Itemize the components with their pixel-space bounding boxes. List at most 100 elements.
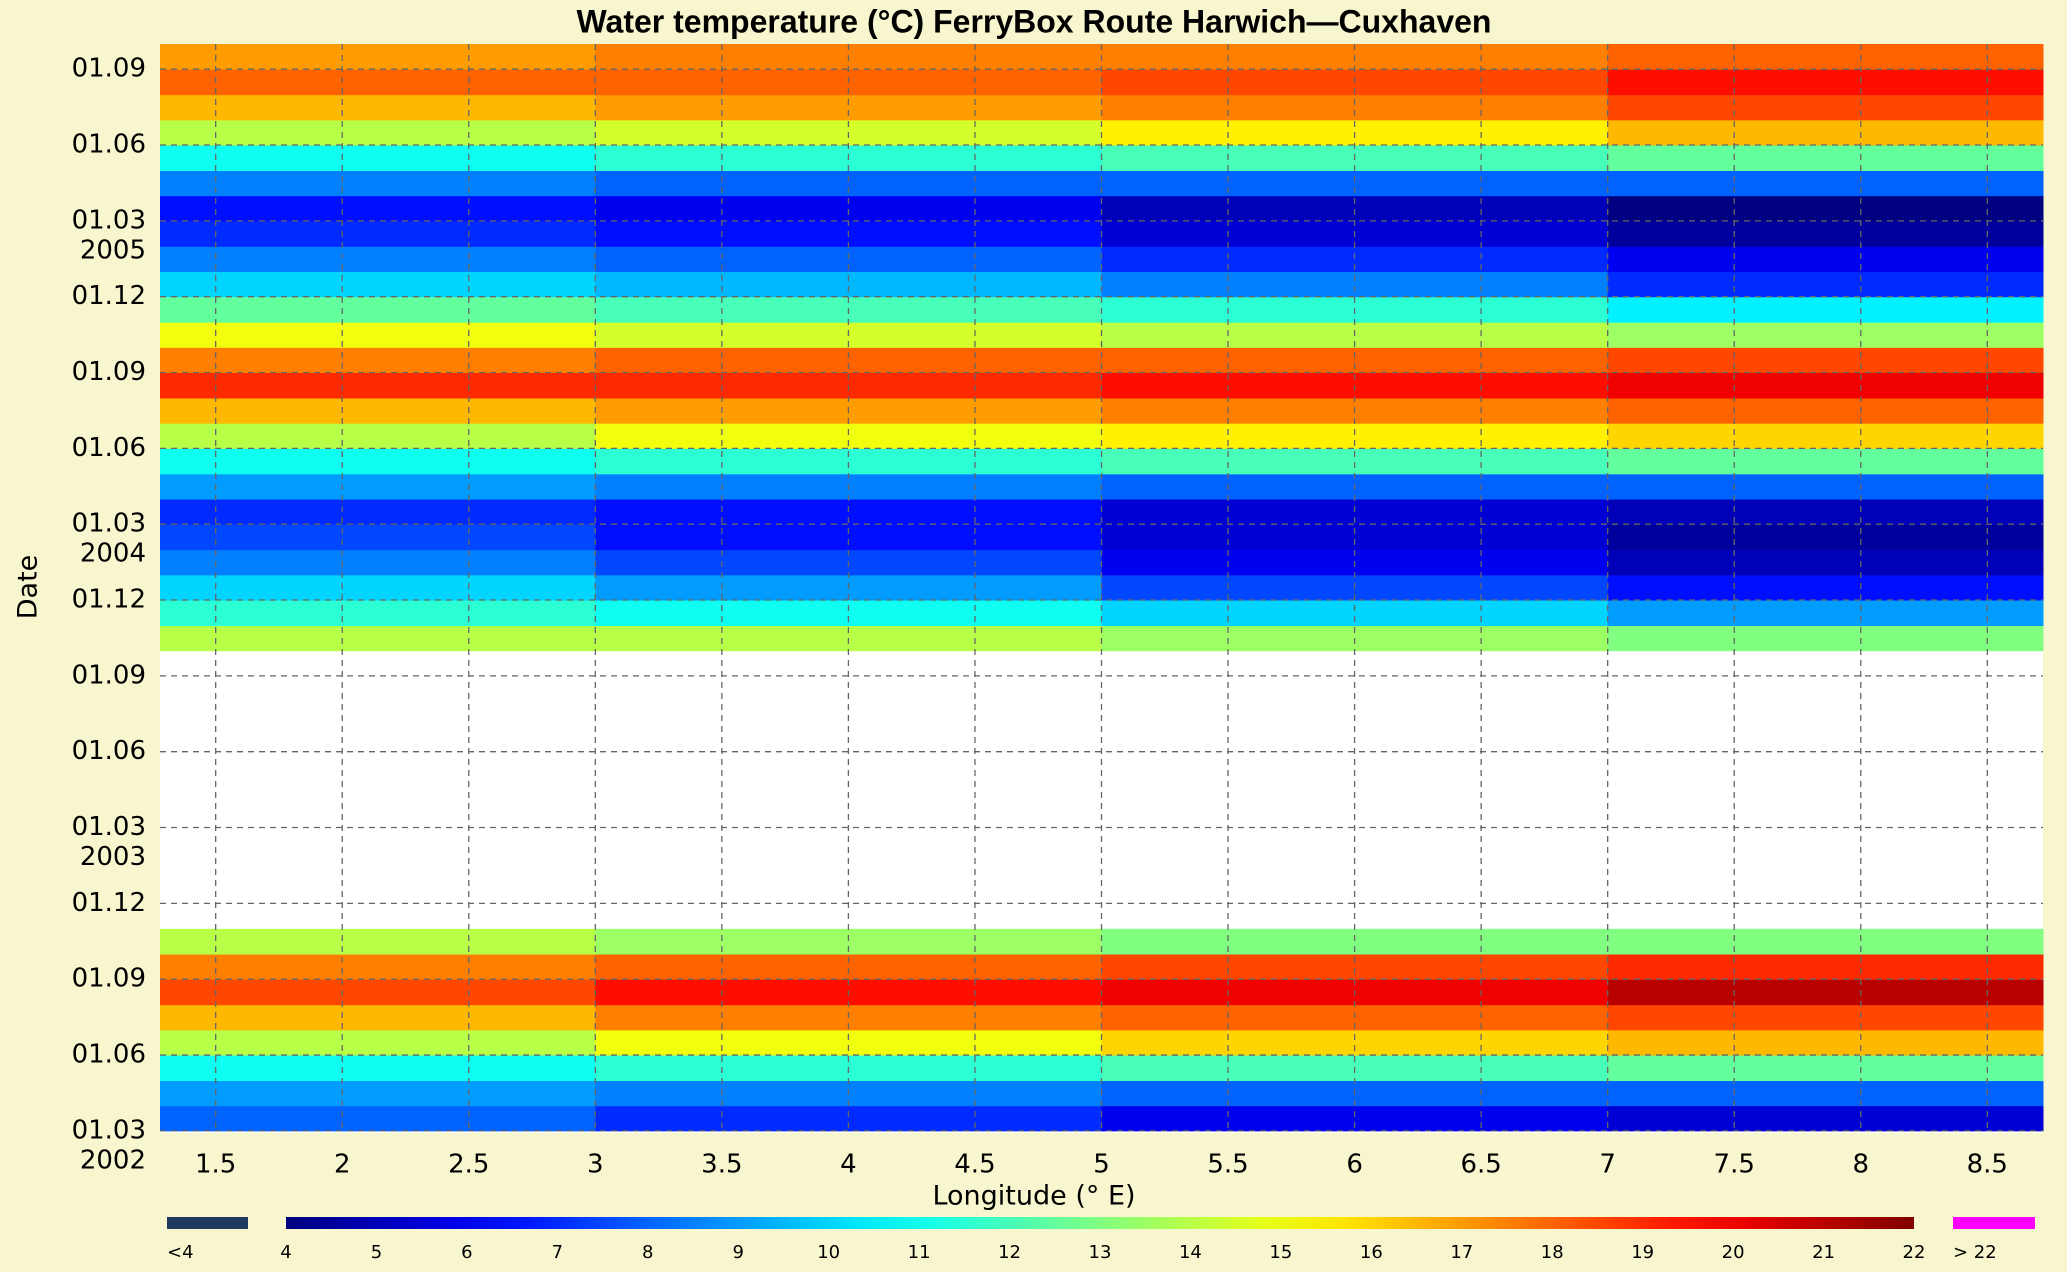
heat-cell [1607,600,2044,627]
colorbar-high [1953,1217,2035,1229]
heat-cell [1607,1105,2044,1132]
y-tick-label: 01.06 [72,1040,146,1070]
x-tick-label: 5.5 [1207,1150,1248,1180]
colorbar-tick-label: 14 [1179,1242,1202,1263]
heat-cell [1607,1029,2044,1056]
heat-cell [1607,928,2044,955]
heat-cell [160,347,596,374]
heat-cell [1101,1029,1609,1056]
colorbar-tick-label: 8 [642,1242,653,1263]
heat-cell [1607,347,2044,374]
y-tick-label: 01.12 [72,888,146,918]
heat-cell [1607,499,2044,525]
heat-cell [1101,347,1609,374]
x-tick-label: 4 [840,1150,857,1180]
x-tick-label: 8 [1853,1150,1870,1180]
colorbar-tick-label: 22 [1903,1242,1926,1263]
year-label: 2004 [80,539,146,569]
colorbar-tick-label: 5 [371,1242,382,1263]
year-label: 2002 [80,1145,146,1175]
heat-cell [160,625,596,652]
colorbar [286,1217,1914,1229]
colorbar-tick-label: 20 [1722,1242,1745,1263]
heat-cell [1607,145,2044,171]
colorbar-tick-label: 7 [552,1242,563,1263]
colorbar-tick-label: 16 [1360,1242,1383,1263]
heat-cell [1607,372,2044,399]
x-tick-label: 7 [1599,1150,1616,1180]
x-tick-label: 7.5 [1714,1150,1755,1180]
heat-cell [595,600,1102,627]
heat-cell [160,524,596,551]
heat-cell [595,347,1102,374]
heat-cell [160,1080,596,1107]
x-tick-label: 1.5 [195,1150,236,1180]
colorbar-tick-label: 19 [1631,1242,1654,1263]
heat-cell [160,954,596,980]
heat-cell [160,398,596,424]
y-tick-label: 01.09 [72,357,146,387]
year-label: 2005 [80,235,146,265]
x-tick-label: 5 [1093,1150,1110,1180]
y-tick-label: 01.06 [72,130,146,160]
colorbar-tick-label: 4 [280,1242,291,1263]
heat-cell [160,549,596,576]
heat-cell [160,1029,596,1056]
heat-cell [160,94,596,121]
colorbar-tick-label: 21 [1812,1242,1835,1263]
heat-cell [1607,398,2044,424]
heat-cell [1607,195,2044,222]
x-tick-label: 4.5 [954,1150,995,1180]
heat-cell [1607,246,2044,273]
heat-cell [1607,979,2044,1006]
y-tick-label: 01.12 [72,281,146,311]
heat-cell [1607,524,2044,551]
heat-cell [1607,119,2044,146]
colorbar-tick-label: 9 [732,1242,743,1263]
heat-cell [160,69,596,96]
y-tick-label: 01.03 [72,509,146,539]
heat-cell [1607,1055,2044,1082]
heat-cell [1607,1080,2044,1107]
heat-cell [1607,1004,2044,1031]
y-tick-label: 01.03 [72,205,146,235]
heat-cell [1607,574,2044,601]
colorbar-tick-label: 6 [461,1242,472,1263]
x-tick-label: 6.5 [1460,1150,1501,1180]
heat-cell [1607,322,2044,348]
x-tick-label: 6 [1346,1150,1363,1180]
heat-cell [1607,220,2044,247]
heat-cell [1607,69,2044,96]
heat-cell [160,423,596,449]
colorbar-tick-label: 11 [908,1242,931,1263]
colorbar-tick-label: 18 [1541,1242,1564,1263]
heat-cell [160,44,596,70]
heat-cell [160,1055,596,1082]
heat-cell [1607,271,2044,298]
heat-cell [160,296,596,323]
colorbar-high-label: > 22 [1953,1242,1997,1263]
heat-cell [160,170,596,197]
heat-cell [160,271,596,298]
x-tick-label: 3 [587,1150,604,1180]
colorbar-low [167,1217,248,1229]
y-tick-label: 01.12 [72,585,146,615]
y-tick-label: 01.06 [72,433,146,463]
heat-cell [160,1105,596,1132]
heat-cell [160,246,596,273]
heat-cell [1607,625,2044,652]
heat-cell [160,574,596,601]
heat-cell [1607,170,2044,197]
y-tick-label: 01.09 [72,660,146,690]
heat-cell [595,94,1102,121]
heat-cell [160,979,596,1006]
y-tick-label: 01.06 [72,736,146,766]
heat-cell [1607,44,2044,70]
x-tick-label: 2.5 [448,1150,489,1180]
colorbar-tick-label: 15 [1269,1242,1292,1263]
y-tick-label: 01.03 [72,812,146,842]
heat-cell [1607,473,2044,500]
heat-cell [160,600,596,627]
heat-cell [1607,954,2044,980]
